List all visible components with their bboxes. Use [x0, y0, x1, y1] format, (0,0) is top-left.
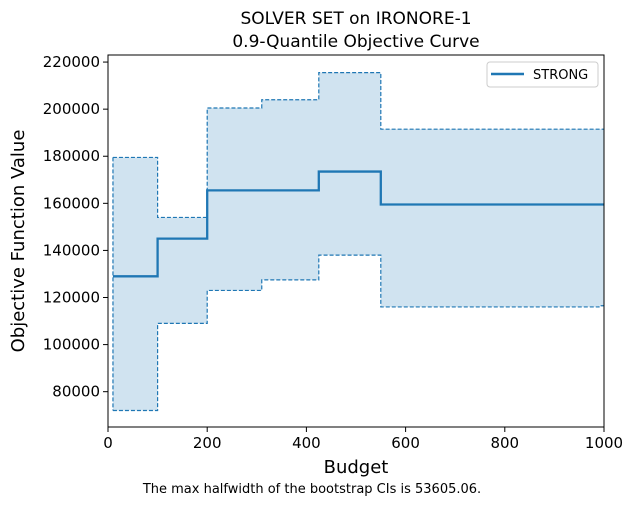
x-tick-label: 800 [490, 434, 519, 452]
chart-title-line1: SOLVER SET on IRONORE-1 [240, 9, 471, 29]
y-tick-label: 160000 [43, 194, 100, 212]
plot-frame [107, 54, 605, 428]
y-tick-label: 180000 [43, 147, 100, 165]
legend-label-strong: STRONG [533, 68, 588, 83]
ci-lower-bound [112, 254, 604, 412]
y-tick-label: 100000 [43, 336, 100, 354]
x-tick-label: 0 [103, 434, 113, 452]
y-tick-label: 140000 [43, 241, 100, 259]
y-tick-label: 220000 [43, 53, 100, 71]
chart-title-line2: 0.9-Quantile Objective Curve [232, 32, 479, 52]
x-axis: 0 200 400 600 800 1000 [103, 427, 623, 452]
y-tick-label: 80000 [52, 383, 100, 401]
y-axis-label: Objective Function Value [8, 130, 29, 353]
x-tick-label: 1000 [585, 434, 623, 452]
x-tick-label: 200 [193, 434, 222, 452]
ci-band-layer [112, 72, 605, 412]
series-layer [112, 170, 604, 278]
legend: STRONG [486, 61, 599, 88]
x-axis-label: Budget [324, 457, 389, 478]
footnote: The max halfwidth of the bootstrap CIs i… [142, 482, 481, 497]
series-line-strong [112, 170, 604, 278]
y-axis: 80000 100000 120000 140000 160000 180000 20000… [43, 53, 108, 401]
ci-upper-bound [112, 72, 604, 219]
legend-box [486, 61, 599, 88]
x-tick-label: 400 [292, 434, 321, 452]
ci-band-fill [112, 72, 605, 411]
y-tick-label: 120000 [43, 289, 100, 307]
plot-area [112, 72, 605, 412]
x-tick-label: 600 [391, 434, 420, 452]
y-tick-label: 200000 [43, 100, 100, 118]
